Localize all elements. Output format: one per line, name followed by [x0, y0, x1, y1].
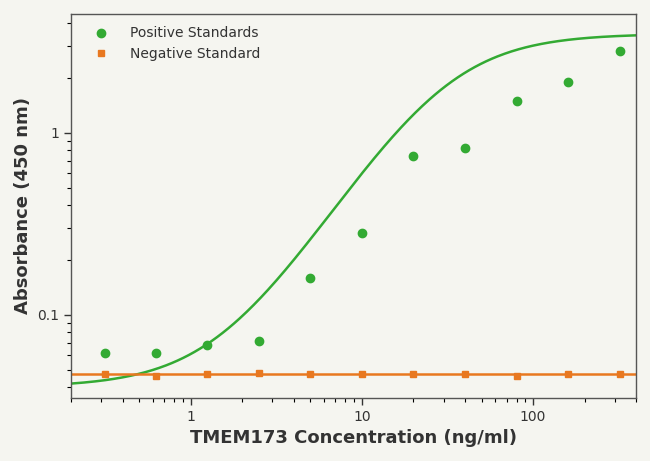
Negative Standard [616, 372, 623, 377]
Positive Standards [307, 275, 315, 280]
Positive Standards [461, 146, 469, 151]
Negative Standard [564, 372, 572, 377]
Negative Standard [461, 372, 469, 377]
Negative Standard [358, 372, 366, 377]
Negative Standard [410, 372, 417, 377]
Positive Standards [152, 350, 160, 355]
Y-axis label: Absorbance (450 nm): Absorbance (450 nm) [14, 97, 32, 314]
Negative Standard [101, 372, 109, 377]
Negative Standard [307, 372, 315, 377]
Negative Standard [513, 373, 521, 379]
Negative Standard [255, 370, 263, 376]
Positive Standards [358, 230, 366, 236]
Legend: Positive Standards, Negative Standard: Positive Standards, Negative Standard [78, 21, 265, 67]
Negative Standard [152, 373, 160, 379]
Line: Positive Standards: Positive Standards [100, 47, 624, 357]
Positive Standards [564, 79, 572, 85]
Negative Standard [203, 372, 211, 377]
Positive Standards [616, 48, 623, 54]
Line: Negative Standard: Negative Standard [101, 369, 623, 379]
Positive Standards [255, 338, 263, 343]
Positive Standards [203, 343, 211, 348]
Positive Standards [101, 350, 109, 355]
Positive Standards [410, 153, 417, 158]
Positive Standards [513, 98, 521, 103]
X-axis label: TMEM173 Concentration (ng/ml): TMEM173 Concentration (ng/ml) [190, 429, 517, 447]
